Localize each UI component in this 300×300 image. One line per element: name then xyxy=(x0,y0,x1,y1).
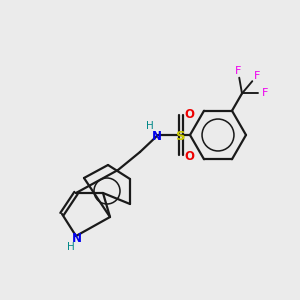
Text: N: N xyxy=(152,130,162,142)
Text: O: O xyxy=(184,149,194,163)
Text: F: F xyxy=(254,71,260,81)
Text: O: O xyxy=(184,107,194,121)
Text: F: F xyxy=(262,88,268,98)
Text: H: H xyxy=(67,242,75,252)
Text: S: S xyxy=(176,130,186,142)
Text: F: F xyxy=(235,66,241,76)
Text: H: H xyxy=(146,121,154,131)
Text: N: N xyxy=(72,232,82,245)
